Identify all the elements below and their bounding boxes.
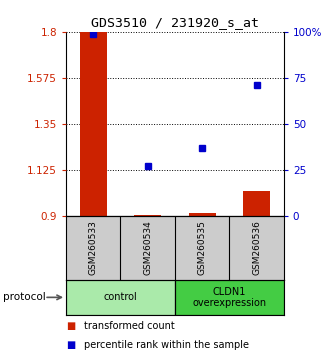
- Text: control: control: [104, 292, 137, 302]
- Text: CLDN1
overexpression: CLDN1 overexpression: [192, 286, 266, 308]
- Text: GSM260534: GSM260534: [143, 221, 152, 275]
- Bar: [188, 213, 216, 216]
- Bar: [80, 32, 107, 216]
- Bar: [175, 280, 284, 315]
- Text: GSM260535: GSM260535: [198, 220, 207, 275]
- Bar: [243, 192, 270, 216]
- Bar: [134, 215, 161, 216]
- Text: transformed count: transformed count: [84, 321, 175, 331]
- Text: percentile rank within the sample: percentile rank within the sample: [84, 340, 249, 350]
- Text: ■: ■: [66, 340, 75, 350]
- Text: ■: ■: [66, 321, 75, 331]
- Text: protocol: protocol: [3, 292, 46, 302]
- Title: GDS3510 / 231920_s_at: GDS3510 / 231920_s_at: [91, 16, 259, 29]
- Text: GSM260533: GSM260533: [89, 220, 98, 275]
- Bar: [66, 280, 175, 315]
- Text: GSM260536: GSM260536: [252, 220, 261, 275]
